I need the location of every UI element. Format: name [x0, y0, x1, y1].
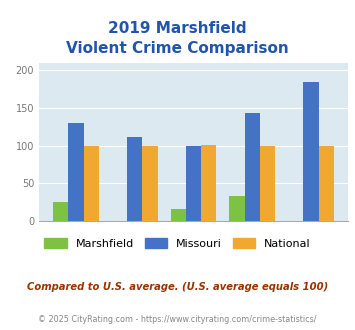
- Legend: Marshfield, Missouri, National: Marshfield, Missouri, National: [40, 234, 315, 253]
- Bar: [229, 196, 245, 221]
- Bar: [84, 146, 99, 221]
- Bar: [201, 145, 217, 221]
- Bar: [69, 123, 84, 221]
- Text: 2019 Marshfield: 2019 Marshfield: [108, 21, 247, 36]
- Bar: [245, 113, 260, 221]
- Bar: [127, 137, 142, 221]
- Bar: [303, 82, 318, 221]
- Text: © 2025 CityRating.com - https://www.cityrating.com/crime-statistics/: © 2025 CityRating.com - https://www.city…: [38, 315, 317, 324]
- Bar: [142, 146, 158, 221]
- Bar: [53, 202, 69, 221]
- Bar: [260, 146, 275, 221]
- Text: Violent Crime Comparison: Violent Crime Comparison: [66, 41, 289, 56]
- Bar: [170, 209, 186, 221]
- Text: Compared to U.S. average. (U.S. average equals 100): Compared to U.S. average. (U.S. average …: [27, 282, 328, 292]
- Bar: [318, 146, 334, 221]
- Bar: [186, 146, 201, 221]
